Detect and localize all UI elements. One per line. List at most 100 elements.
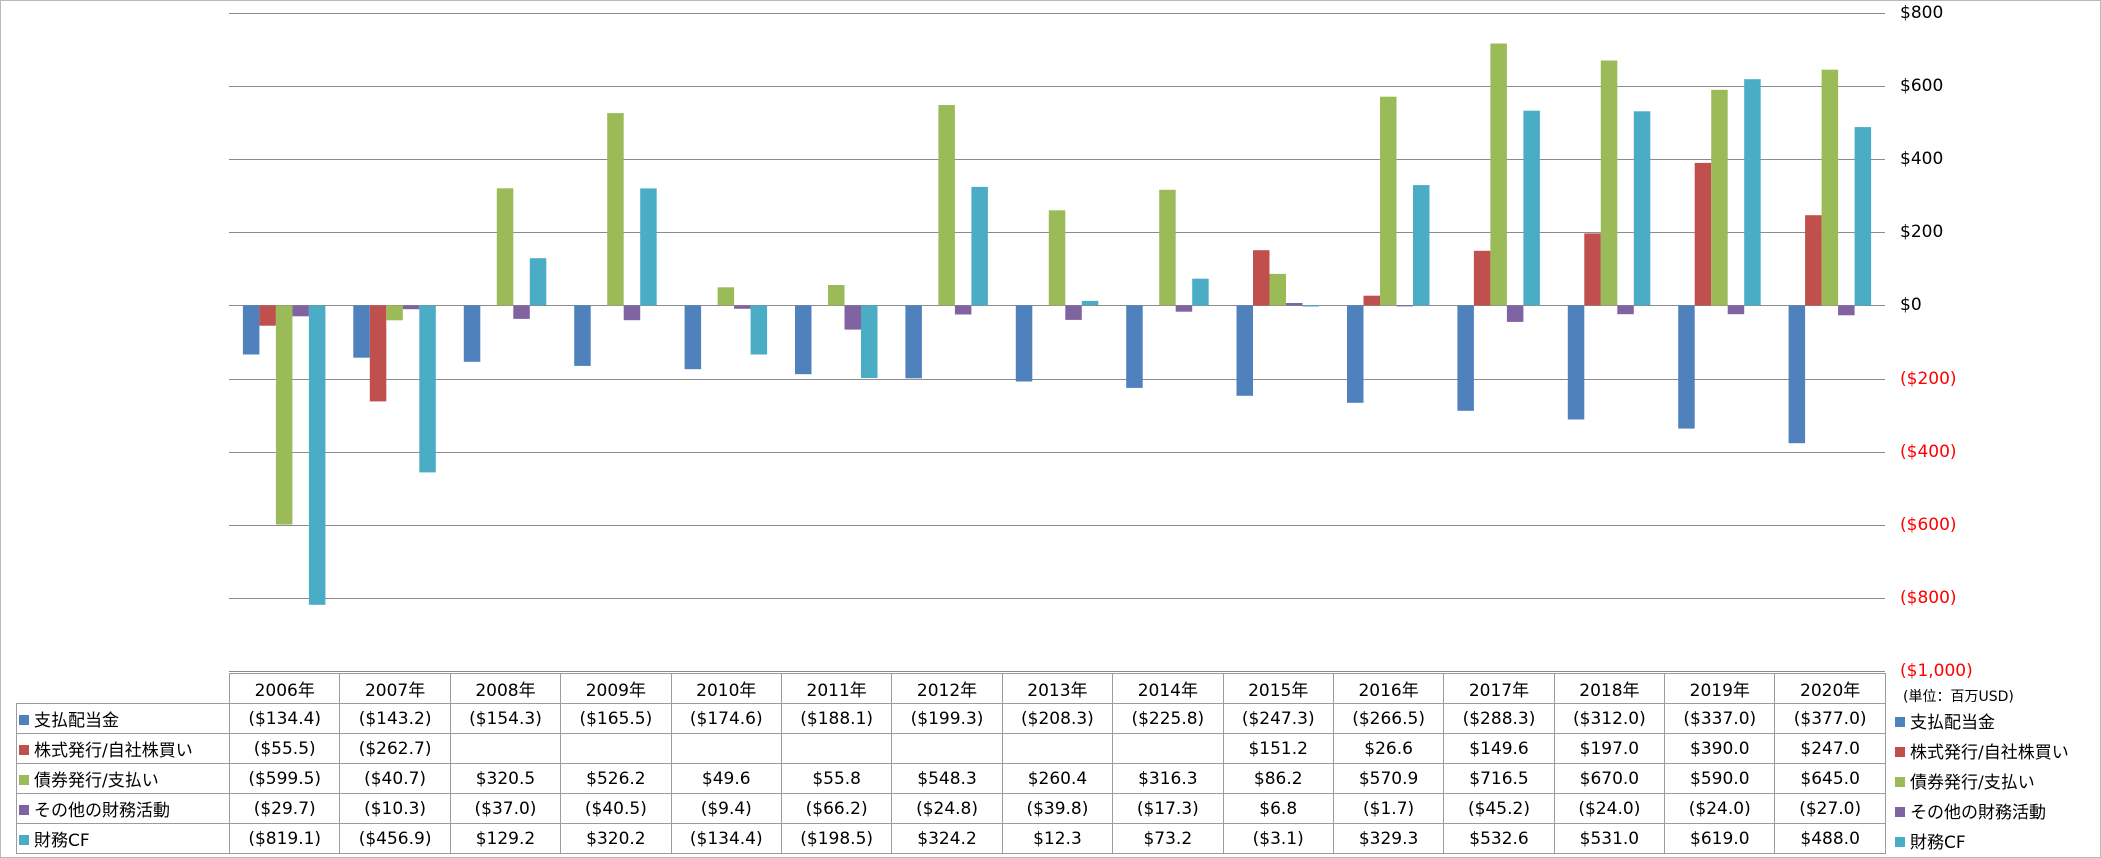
series-row-header: 支払配当金 bbox=[16, 703, 230, 734]
bar-series2-8 bbox=[1159, 189, 1176, 306]
x-tick-label: 2011年 bbox=[780, 673, 893, 704]
data-label: $324.2 bbox=[891, 823, 1003, 854]
data-label: $49.6 bbox=[670, 763, 782, 794]
data-label bbox=[670, 733, 782, 764]
y-tick-label: $600 bbox=[1900, 76, 1944, 97]
bar-series4-5 bbox=[861, 305, 878, 378]
data-label: ($10.3) bbox=[339, 793, 451, 824]
x-tick-label: 2019年 bbox=[1664, 673, 1776, 704]
data-label: $329.3 bbox=[1332, 823, 1445, 854]
legend-key-icon bbox=[19, 805, 29, 815]
bars bbox=[242, 43, 1872, 605]
bar-series1-14 bbox=[1805, 215, 1822, 306]
data-label bbox=[891, 733, 1003, 764]
data-label: $320.5 bbox=[449, 763, 562, 794]
bar-series2-6 bbox=[938, 105, 955, 306]
legend-entry: 財務CF bbox=[1895, 828, 1966, 853]
bar-series4-6 bbox=[971, 186, 988, 306]
series-row-header: 株式発行/自社株買い bbox=[16, 733, 230, 764]
bar-series3-13 bbox=[1727, 305, 1745, 315]
y-tick-label: $800 bbox=[1900, 3, 1944, 23]
data-label: ($1.7) bbox=[1332, 793, 1445, 824]
data-label: $670.0 bbox=[1553, 763, 1666, 794]
bar-series1-13 bbox=[1694, 162, 1712, 306]
bar-series0-5 bbox=[795, 305, 812, 375]
bar-series1-12 bbox=[1584, 233, 1601, 306]
bar-series2-5 bbox=[828, 285, 845, 306]
bar-series4-14 bbox=[1854, 127, 1872, 306]
data-label: ($40.7) bbox=[339, 763, 451, 794]
series-name: その他の財務活動 bbox=[34, 801, 170, 821]
data-label: ($37.0) bbox=[449, 793, 562, 824]
bar-series0-14 bbox=[1788, 305, 1806, 444]
data-label: $590.0 bbox=[1664, 763, 1776, 794]
bar-series2-10 bbox=[1380, 96, 1397, 306]
bar-series0-9 bbox=[1236, 305, 1253, 396]
data-label: ($66.2) bbox=[780, 793, 893, 824]
data-label: ($288.3) bbox=[1443, 703, 1555, 734]
data-label bbox=[1001, 733, 1114, 764]
legend-key-icon bbox=[19, 835, 29, 845]
x-tick-label: 2006年 bbox=[228, 673, 341, 704]
bar-series2-12 bbox=[1600, 60, 1618, 306]
bar-series0-7 bbox=[1015, 305, 1033, 382]
table-row: その他の財務活動 ($29.7) ($10.3) ($37.0) ($40.5) ($9.… bbox=[16, 793, 1886, 824]
data-label: ($55.5) bbox=[228, 733, 341, 764]
x-tick-label: 2015年 bbox=[1222, 673, 1334, 704]
series-name: 債券発行/支払い bbox=[34, 771, 159, 791]
data-label: ($154.3) bbox=[449, 703, 562, 734]
data-label: $531.0 bbox=[1553, 823, 1666, 854]
data-label: ($24.8) bbox=[891, 793, 1003, 824]
table-row: 支払配当金 ($134.4) ($143.2) ($154.3) ($165.5) ($1… bbox=[16, 703, 1886, 734]
legend-label: その他の財務活動 bbox=[1910, 803, 2046, 823]
x-tick-label: 2016年 bbox=[1332, 673, 1445, 704]
x-tick-label: 2013年 bbox=[1001, 673, 1114, 704]
bar-series4-0 bbox=[308, 305, 326, 605]
bar-series3-5 bbox=[844, 305, 861, 330]
data-label: $320.2 bbox=[560, 823, 672, 854]
table-row: 債券発行/支払い ($599.5) ($40.7) $320.5 $526.2 $49.6… bbox=[16, 763, 1886, 794]
table-corner bbox=[16, 673, 230, 704]
data-label: ($199.3) bbox=[891, 703, 1003, 734]
data-label: $73.2 bbox=[1112, 823, 1224, 854]
x-tick-label: 2017年 bbox=[1443, 673, 1555, 704]
bar-series0-11 bbox=[1457, 305, 1474, 411]
legend-key-icon bbox=[1895, 747, 1905, 757]
bar-series4-8 bbox=[1192, 278, 1209, 306]
bar-series0-3 bbox=[574, 305, 591, 366]
bar-series4-9 bbox=[1302, 305, 1319, 307]
bar-series0-4 bbox=[684, 305, 702, 370]
data-label: ($24.0) bbox=[1553, 793, 1666, 824]
bar-series0-10 bbox=[1347, 305, 1364, 403]
data-label bbox=[449, 733, 562, 764]
legend-entry: その他の財務活動 bbox=[1895, 798, 2046, 823]
data-label: $151.2 bbox=[1222, 733, 1334, 764]
data-label: $488.0 bbox=[1774, 823, 1886, 854]
table-row: 財務CF ($819.1) ($456.9) $129.2 $320.2 ($134.4)… bbox=[16, 823, 1886, 854]
legend-label: 支払配当金 bbox=[1910, 713, 1995, 733]
bar-series0-8 bbox=[1126, 305, 1143, 388]
series-name: 支払配当金 bbox=[34, 711, 119, 731]
data-label: ($247.3) bbox=[1222, 703, 1334, 734]
data-label: ($456.9) bbox=[339, 823, 451, 854]
bar-series3-3 bbox=[623, 305, 641, 321]
data-label: $570.9 bbox=[1332, 763, 1445, 794]
y-tick-label: ($400) bbox=[1900, 441, 1957, 462]
data-label: ($134.4) bbox=[228, 703, 341, 734]
data-label: ($134.4) bbox=[670, 823, 782, 854]
data-label: ($24.0) bbox=[1664, 793, 1776, 824]
data-label: ($188.1) bbox=[780, 703, 893, 734]
bar-series3-1 bbox=[402, 305, 420, 310]
data-label: ($143.2) bbox=[339, 703, 451, 734]
data-label: ($165.5) bbox=[560, 703, 672, 734]
series-name: 財務CF bbox=[34, 831, 90, 851]
data-label: ($174.6) bbox=[670, 703, 782, 734]
bar-series3-2 bbox=[513, 305, 530, 319]
bar-series1-0 bbox=[259, 305, 276, 326]
x-tick-label: 2012年 bbox=[891, 673, 1003, 704]
legend-key-icon bbox=[1895, 777, 1905, 787]
data-label: ($45.2) bbox=[1443, 793, 1555, 824]
bar-series0-13 bbox=[1678, 305, 1695, 429]
bar-series3-8 bbox=[1175, 305, 1193, 312]
